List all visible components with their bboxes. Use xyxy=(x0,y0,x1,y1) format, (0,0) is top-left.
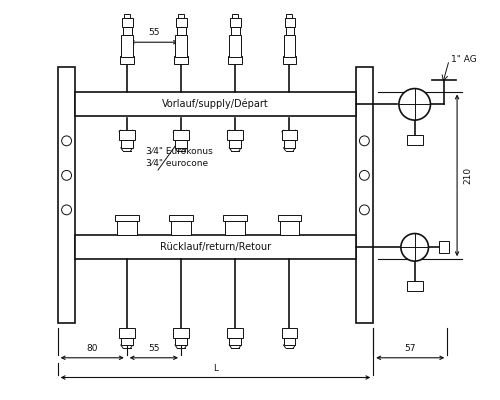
Text: 57: 57 xyxy=(404,344,416,353)
Bar xyxy=(230,35,241,57)
Bar xyxy=(232,14,238,18)
Text: 55: 55 xyxy=(148,344,160,353)
Text: 1" AG: 1" AG xyxy=(451,56,477,64)
Circle shape xyxy=(360,136,370,146)
Bar xyxy=(174,56,188,64)
Text: 3⁄4" Eurokonus: 3⁄4" Eurokonus xyxy=(146,147,213,156)
Bar xyxy=(230,140,241,148)
Bar xyxy=(407,135,422,145)
Bar xyxy=(121,338,132,345)
Bar xyxy=(121,140,132,148)
Bar xyxy=(117,221,136,234)
Bar xyxy=(175,35,187,57)
Bar xyxy=(282,130,298,140)
Bar xyxy=(284,338,296,345)
Circle shape xyxy=(401,234,428,261)
Bar xyxy=(121,35,132,57)
Bar xyxy=(226,221,245,234)
Bar xyxy=(175,338,187,345)
Bar xyxy=(171,221,191,234)
Circle shape xyxy=(62,205,72,215)
Bar xyxy=(280,221,299,234)
Bar xyxy=(228,56,242,64)
Bar xyxy=(124,14,130,18)
Bar xyxy=(58,67,76,323)
Bar xyxy=(282,56,296,64)
Bar xyxy=(176,18,187,28)
Bar xyxy=(76,92,355,116)
Bar xyxy=(175,140,187,148)
Bar xyxy=(278,215,301,221)
Circle shape xyxy=(62,136,72,146)
Bar xyxy=(230,338,241,345)
Bar xyxy=(284,35,296,57)
Text: 210: 210 xyxy=(463,167,472,184)
Bar xyxy=(356,67,374,323)
Bar xyxy=(228,130,243,140)
Text: Vorlauf/supply/Départ: Vorlauf/supply/Départ xyxy=(162,99,269,109)
Text: Rücklauf/return/Retour: Rücklauf/return/Retour xyxy=(160,242,271,252)
Bar xyxy=(284,140,296,148)
Bar xyxy=(224,215,247,221)
Bar xyxy=(282,328,298,338)
Bar xyxy=(120,56,134,64)
Bar xyxy=(173,328,189,338)
Circle shape xyxy=(360,205,370,215)
Circle shape xyxy=(399,88,430,120)
Bar xyxy=(232,28,240,35)
Bar xyxy=(407,281,422,291)
Bar xyxy=(122,18,132,28)
Bar xyxy=(169,215,193,221)
Bar xyxy=(284,18,296,28)
Bar xyxy=(115,215,138,221)
Circle shape xyxy=(62,170,72,180)
Bar xyxy=(440,242,449,253)
Bar xyxy=(286,28,294,35)
Text: 3⁄4" eurocone: 3⁄4" eurocone xyxy=(146,160,208,168)
Bar xyxy=(177,28,186,35)
Text: 55: 55 xyxy=(148,28,160,37)
Bar xyxy=(119,130,134,140)
Bar xyxy=(286,14,292,18)
Bar xyxy=(230,18,241,28)
Bar xyxy=(76,234,355,259)
Circle shape xyxy=(360,170,370,180)
Bar xyxy=(228,328,243,338)
Bar xyxy=(119,328,134,338)
Bar xyxy=(173,130,189,140)
Bar xyxy=(178,14,184,18)
Bar xyxy=(123,28,132,35)
Text: 80: 80 xyxy=(86,344,98,353)
Text: L: L xyxy=(213,364,218,372)
